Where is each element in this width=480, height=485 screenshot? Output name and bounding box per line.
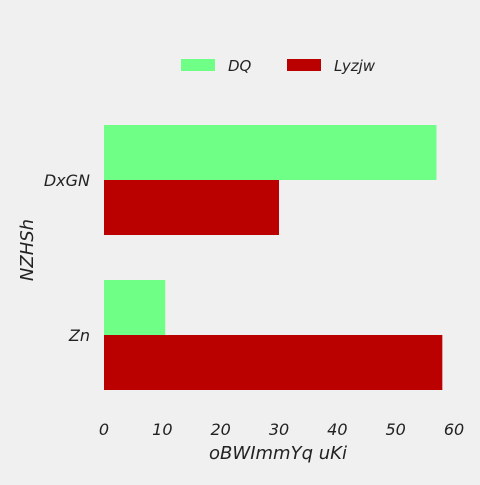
- legend-label-dq: DQ: [228, 57, 252, 75]
- legend: DQ Lyzjw: [181, 57, 376, 75]
- x-tick-labels: 0 10 20 30 40 50 60: [99, 420, 464, 439]
- y-axis-title: NZHSh: [17, 219, 38, 281]
- bar-lyzjw-zn: [104, 335, 443, 390]
- x-tick-label-20: 20: [210, 420, 230, 439]
- y-tick-label-dxgn: DxGN: [44, 171, 90, 190]
- x-tick-label-10: 10: [152, 420, 172, 439]
- bar-lyzjw-dxgn: [104, 180, 279, 235]
- legend-label-lyzjw: Lyzjw: [334, 57, 376, 75]
- x-tick-label-40: 40: [327, 420, 347, 439]
- x-tick-label-50: 50: [385, 420, 405, 439]
- y-tick-label-zn: Zn: [68, 326, 90, 345]
- x-tick-label-30: 30: [269, 420, 289, 439]
- legend-swatch-dq: [181, 59, 215, 71]
- x-tick-label-0: 0: [99, 420, 109, 439]
- y-tick-labels: DxGN Zn: [44, 171, 90, 345]
- x-tick-label-60: 60: [444, 420, 464, 439]
- x-axis-title: oBWImmYq uKi: [209, 443, 347, 464]
- bar-dq-dxgn: [104, 125, 437, 180]
- bars: [104, 125, 443, 390]
- bar-dq-zn: [104, 280, 166, 335]
- legend-swatch-lyzjw: [287, 59, 321, 71]
